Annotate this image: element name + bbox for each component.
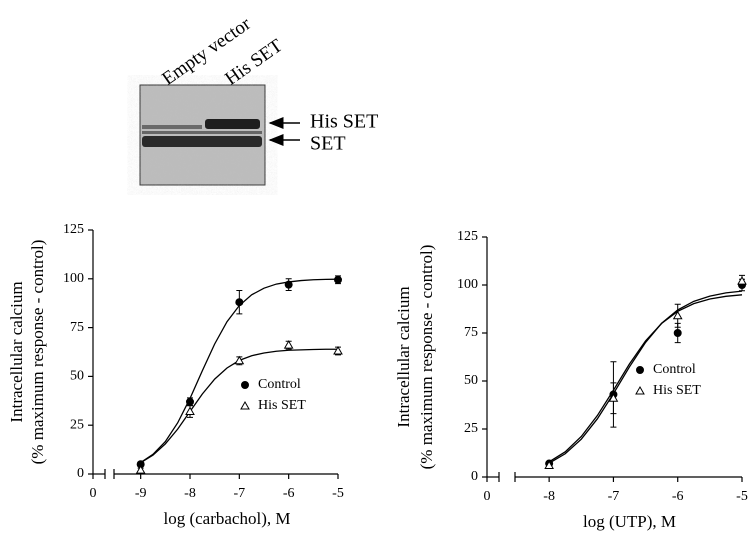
x-tick-label: 0: [484, 489, 491, 504]
western-blot: His SET SET Empty vector His SET: [139, 13, 378, 186]
y-tick-label: 0: [471, 469, 478, 484]
x-tick-label: -8: [543, 489, 555, 504]
x-tick-label: -7: [608, 489, 620, 504]
his-set-band: [205, 119, 260, 129]
y-tick-label: 75: [464, 325, 478, 340]
chart: 0 25 50 75 100 125 0 -9 -8 -7 -6 -5 log (carbachol),…: [7, 222, 344, 528]
marker: [737, 276, 747, 285]
marker: [240, 400, 250, 410]
x-tick-label: -6: [672, 489, 684, 504]
marker: [608, 393, 619, 402]
marker: [636, 366, 644, 374]
fit-curve: [548, 294, 743, 463]
marker: [672, 310, 683, 320]
marker: [185, 406, 195, 416]
y-tick-label: 125: [457, 229, 478, 244]
y-tick-label: 0: [77, 466, 84, 481]
band-label: His SET: [310, 111, 378, 133]
y-tick-label: 50: [70, 369, 84, 384]
y-tick-label: 50: [464, 373, 478, 388]
marker: [283, 340, 294, 349]
x-tick-label: -7: [233, 486, 245, 501]
y-axis-label: Intracellular calcium: [394, 286, 413, 427]
x-tick-label: 0: [90, 486, 97, 501]
set-band: [142, 136, 262, 147]
y-tick-label: 75: [70, 320, 84, 335]
marker: [635, 385, 645, 395]
marker: [673, 329, 682, 337]
fit-curve: [140, 348, 338, 464]
x-axis-label: log (carbachol), M: [164, 509, 291, 528]
faint-band: [142, 131, 262, 134]
blot-noise: [140, 85, 265, 185]
x-tick-label: -8: [184, 486, 196, 501]
x-tick-label: -5: [736, 489, 748, 504]
legend-label: His SET: [258, 398, 306, 413]
x-tick-label: -9: [135, 486, 147, 501]
y-tick-label: 125: [63, 222, 84, 237]
legend-label: Control: [653, 362, 696, 377]
marker: [186, 397, 194, 406]
y-tick-label: 100: [63, 271, 84, 286]
y-axis-label: (% maximum response - control): [28, 240, 47, 465]
marker: [284, 280, 293, 289]
legend-label: His SET: [653, 383, 701, 398]
faint-band: [142, 125, 202, 129]
y-tick-label: 25: [70, 417, 84, 432]
marker: [333, 346, 343, 355]
band-label: SET: [310, 133, 346, 155]
legend-label: Control: [258, 377, 301, 392]
y-axis-label: (% maximum response - control): [417, 245, 436, 470]
chart: 0 25 50 75 100 125 0 -8 -7 -6 -5 log (UTP), M Intrac…: [394, 229, 748, 531]
x-axis-label: log (UTP), M: [583, 512, 676, 531]
marker: [241, 381, 249, 389]
x-tick-label: -5: [332, 486, 344, 501]
marker: [234, 355, 245, 365]
y-tick-label: 100: [457, 277, 478, 292]
y-axis-label: Intracellular calcium: [7, 281, 26, 422]
marker: [235, 298, 244, 307]
fit-curve: [548, 290, 743, 464]
marker: [334, 275, 342, 284]
x-tick-label: -6: [283, 486, 295, 501]
marker: [135, 465, 146, 474]
marker: [544, 460, 555, 469]
y-tick-label: 25: [464, 421, 478, 436]
